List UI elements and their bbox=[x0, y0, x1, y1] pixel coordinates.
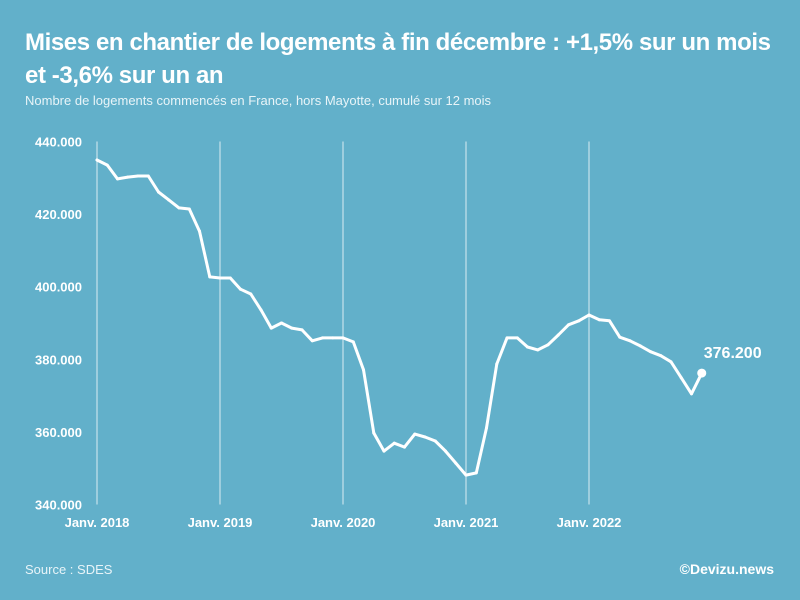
data-point bbox=[526, 345, 529, 349]
data-point bbox=[146, 174, 150, 178]
data-point bbox=[454, 461, 458, 465]
data-point bbox=[341, 336, 345, 340]
data-point bbox=[505, 336, 509, 340]
data-point bbox=[157, 190, 160, 194]
data-point bbox=[464, 473, 468, 477]
data-point bbox=[690, 392, 693, 396]
data-point bbox=[485, 426, 488, 430]
x-tick-label: Janv. 2021 bbox=[434, 515, 499, 530]
data-point bbox=[126, 175, 130, 179]
data-point bbox=[444, 449, 447, 453]
data-point bbox=[239, 287, 242, 291]
data-point bbox=[567, 323, 570, 327]
x-axis: Janv. 2018 Janv. 2019 Janv. 2020 Janv. 2021… bbox=[65, 515, 622, 530]
x-tick-label: Janv. 2019 bbox=[188, 515, 253, 530]
y-tick-label: 420.000 bbox=[35, 207, 82, 222]
data-point bbox=[331, 336, 335, 340]
data-point bbox=[290, 326, 294, 330]
data-point bbox=[208, 275, 212, 279]
data-point bbox=[474, 471, 478, 475]
series-points bbox=[95, 158, 704, 477]
data-point bbox=[105, 163, 109, 167]
data-point bbox=[167, 198, 171, 202]
data-point bbox=[628, 339, 632, 343]
data-point bbox=[597, 318, 601, 322]
data-point bbox=[403, 445, 406, 449]
x-tick-label: Janv. 2022 bbox=[557, 515, 622, 530]
credit-logo: ©Devizu.news bbox=[679, 561, 774, 577]
data-point bbox=[536, 348, 540, 352]
data-point bbox=[423, 435, 427, 439]
data-point bbox=[280, 321, 283, 325]
data-point bbox=[608, 319, 611, 323]
data-point bbox=[515, 336, 519, 340]
data-point bbox=[669, 360, 673, 364]
data-point bbox=[95, 158, 99, 162]
y-tick-label: 360.000 bbox=[35, 425, 82, 440]
data-point bbox=[433, 439, 437, 443]
data-point bbox=[187, 207, 191, 211]
data-point bbox=[372, 431, 376, 435]
data-point bbox=[218, 276, 222, 280]
data-point bbox=[300, 328, 304, 332]
data-point bbox=[116, 177, 119, 181]
data-point bbox=[269, 326, 273, 330]
data-point bbox=[382, 449, 386, 453]
x-tick-label: Janv. 2020 bbox=[311, 515, 376, 530]
x-tick-label: Janv. 2018 bbox=[65, 515, 130, 530]
data-point bbox=[259, 308, 263, 312]
data-point bbox=[546, 343, 550, 347]
end-value-label: 376.200 bbox=[704, 345, 762, 362]
data-point bbox=[649, 350, 652, 354]
y-axis: 440.000 420.000 400.000 380.000 360.000 340.0… bbox=[35, 135, 82, 513]
data-point bbox=[413, 432, 417, 436]
data-point bbox=[577, 319, 581, 323]
y-tick-label: 400.000 bbox=[35, 280, 82, 295]
data-point bbox=[198, 229, 201, 233]
data-point bbox=[136, 174, 140, 178]
y-tick-label: 440.000 bbox=[35, 135, 82, 150]
data-point bbox=[638, 344, 642, 348]
y-tick-label: 380.000 bbox=[35, 352, 82, 367]
data-point bbox=[618, 335, 622, 339]
chart-title: Mises en chantier de logements à fin déc… bbox=[25, 29, 771, 89]
data-point bbox=[351, 340, 355, 344]
data-point bbox=[556, 333, 560, 337]
data-point bbox=[321, 336, 324, 340]
source-note: Source : SDES bbox=[25, 562, 113, 577]
data-point bbox=[177, 206, 181, 210]
gridlines bbox=[96, 141, 590, 505]
data-point bbox=[679, 376, 683, 380]
data-point bbox=[228, 276, 232, 280]
data-point bbox=[659, 354, 663, 358]
data-point bbox=[362, 368, 365, 372]
data-point bbox=[587, 313, 591, 317]
y-tick-label: 340.000 bbox=[35, 498, 82, 513]
data-point bbox=[249, 292, 253, 296]
series-line bbox=[95, 158, 704, 477]
data-point bbox=[392, 441, 396, 445]
data-point bbox=[310, 339, 314, 343]
data-point bbox=[495, 362, 499, 366]
end-point-marker bbox=[697, 368, 707, 378]
chart-subtitle: Nombre de logements commencés en France,… bbox=[25, 93, 492, 108]
